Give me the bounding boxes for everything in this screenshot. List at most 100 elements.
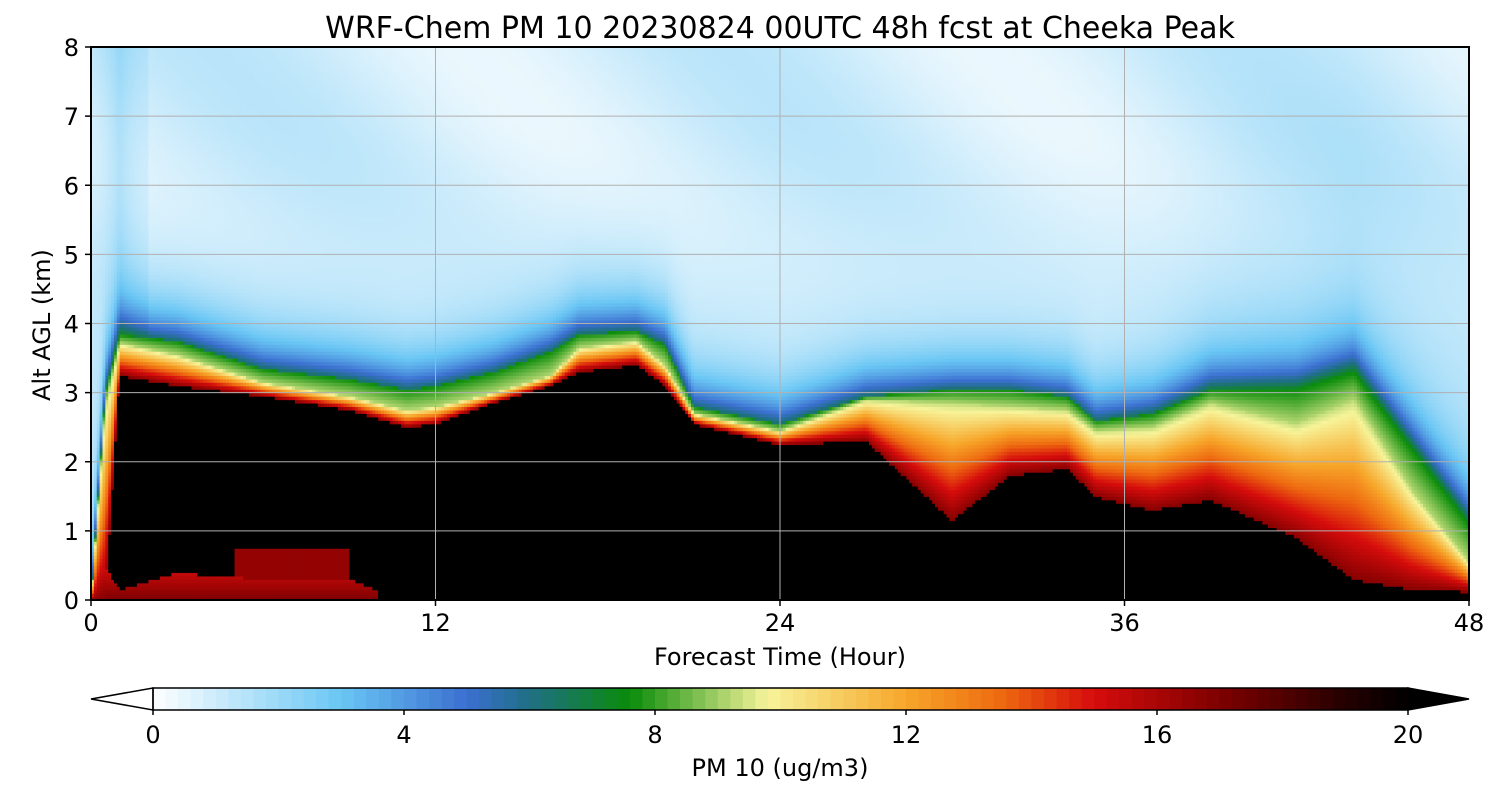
- x-tick-label: 12: [420, 609, 451, 637]
- colorbar-bin: [1220, 688, 1233, 710]
- colorbar-bin: [279, 688, 292, 710]
- colorbar-bin: [1257, 688, 1270, 710]
- colorbar-bin: [1195, 688, 1208, 710]
- colorbar-tick-label: 12: [891, 721, 922, 749]
- colorbar-bin: [580, 688, 593, 710]
- colorbar-extend-low: [91, 688, 153, 710]
- colorbar-bin: [718, 688, 731, 710]
- colorbar-bin: [517, 688, 530, 710]
- colorbar-bin: [178, 688, 191, 710]
- colorbar-bin: [605, 688, 618, 710]
- colorbar-bin: [542, 688, 555, 710]
- colorbar-bin: [592, 688, 605, 710]
- colorbar-bin: [454, 688, 467, 710]
- colorbar-bin: [291, 688, 304, 710]
- colorbar-bin: [1094, 688, 1107, 710]
- colorbar-bin: [806, 688, 819, 710]
- colorbar-bin: [1333, 688, 1346, 710]
- colorbar-bin: [617, 688, 630, 710]
- chart-title: WRF-Chem PM 10 20230824 00UTC 48h fcst a…: [325, 11, 1235, 46]
- y-axis-label: Alt AGL (km): [28, 249, 56, 401]
- x-axis: 0 12 24 36 48: [83, 600, 1484, 637]
- colorbar-bin: [316, 688, 329, 710]
- colorbar-bin: [166, 688, 179, 710]
- colorbar-bin: [429, 688, 442, 710]
- colorbar-tick-label: 0: [145, 721, 160, 749]
- colorbar-tick-label: 8: [647, 721, 662, 749]
- colorbar-bin: [1119, 688, 1132, 710]
- colorbar-bin: [1308, 688, 1321, 710]
- y-tick-label: 2: [64, 449, 79, 477]
- colorbar-bin: [404, 688, 417, 710]
- colorbar-bin: [479, 688, 492, 710]
- colorbar-bin: [1032, 688, 1045, 710]
- x-tick-label: 48: [1454, 609, 1485, 637]
- colorbar-bin: [379, 688, 392, 710]
- colorbar-bin: [1170, 688, 1183, 710]
- colorbar-bin: [730, 688, 743, 710]
- colorbar-bin: [981, 688, 994, 710]
- colorbar-bin: [253, 688, 266, 710]
- colorbar-bin: [944, 688, 957, 710]
- colorbar-bin: [1182, 688, 1195, 710]
- colorbar-bin: [831, 688, 844, 710]
- colorbar-bin: [329, 688, 342, 710]
- colorbar-bin: [881, 688, 894, 710]
- colorbar-bin: [1157, 688, 1170, 710]
- colorbar-bin: [341, 688, 354, 710]
- colorbar-bin: [216, 688, 229, 710]
- colorbar-bin: [893, 688, 906, 710]
- colorbar-bin: [1245, 688, 1258, 710]
- y-tick-label: 6: [64, 172, 79, 200]
- colorbar-bin: [1019, 688, 1032, 710]
- colorbar-bin: [818, 688, 831, 710]
- colorbar-bin: [354, 688, 367, 710]
- colorbar-bin: [1082, 688, 1095, 710]
- chart-svg: WRF-Chem PM 10 20230824 00UTC 48h fcst a…: [0, 0, 1500, 800]
- colorbar-bin: [630, 688, 643, 710]
- colorbar-bin: [153, 688, 166, 710]
- colorbar-bin: [1358, 688, 1371, 710]
- colorbar-bin: [1320, 688, 1333, 710]
- colorbar-extend-high: [1408, 688, 1469, 710]
- colorbar-bin: [1283, 688, 1296, 710]
- y-tick-label: 0: [64, 587, 79, 615]
- colorbar-bin: [266, 688, 279, 710]
- colorbar-bin: [304, 688, 317, 710]
- colorbar-bin: [1107, 688, 1120, 710]
- colorbar-bin: [1383, 688, 1396, 710]
- colorbar-tick-label: 20: [1393, 721, 1424, 749]
- colorbar-bin: [203, 688, 216, 710]
- colorbar-bin: [994, 688, 1007, 710]
- colorbar-bin: [1132, 688, 1145, 710]
- colorbar-bin: [969, 688, 982, 710]
- x-tick-label: 24: [765, 609, 796, 637]
- colorbar-bin: [793, 688, 806, 710]
- colorbar-bin: [366, 688, 379, 710]
- y-tick-label: 8: [64, 34, 79, 62]
- colorbar-bin: [228, 688, 241, 710]
- colorbar-bin: [1345, 688, 1358, 710]
- colorbar-bin: [492, 688, 505, 710]
- colorbar-bin: [241, 688, 254, 710]
- x-tick-label: 0: [83, 609, 98, 637]
- colorbar-bin: [931, 688, 944, 710]
- colorbar-bin: [1395, 688, 1408, 710]
- colorbar-bin: [768, 688, 781, 710]
- colorbar-bin: [467, 688, 480, 710]
- colorbar-label: PM 10 (ug/m3): [692, 754, 869, 782]
- colorbar-bin: [504, 688, 517, 710]
- colorbar-bin: [1069, 688, 1082, 710]
- colorbar-bin: [1295, 688, 1308, 710]
- colorbar-bin: [442, 688, 455, 710]
- colorbar-bin: [1232, 688, 1245, 710]
- colorbar-bin: [1207, 688, 1220, 710]
- pm10-time-height-chart: WRF-Chem PM 10 20230824 00UTC 48h fcst a…: [0, 0, 1500, 800]
- colorbar-bin: [1044, 688, 1057, 710]
- y-tick-label: 4: [64, 311, 79, 339]
- x-tick-label: 36: [1109, 609, 1140, 637]
- colorbar-tick-label: 4: [396, 721, 411, 749]
- colorbar-bin: [567, 688, 580, 710]
- colorbar-bin: [642, 688, 655, 710]
- colorbar-bin: [417, 688, 430, 710]
